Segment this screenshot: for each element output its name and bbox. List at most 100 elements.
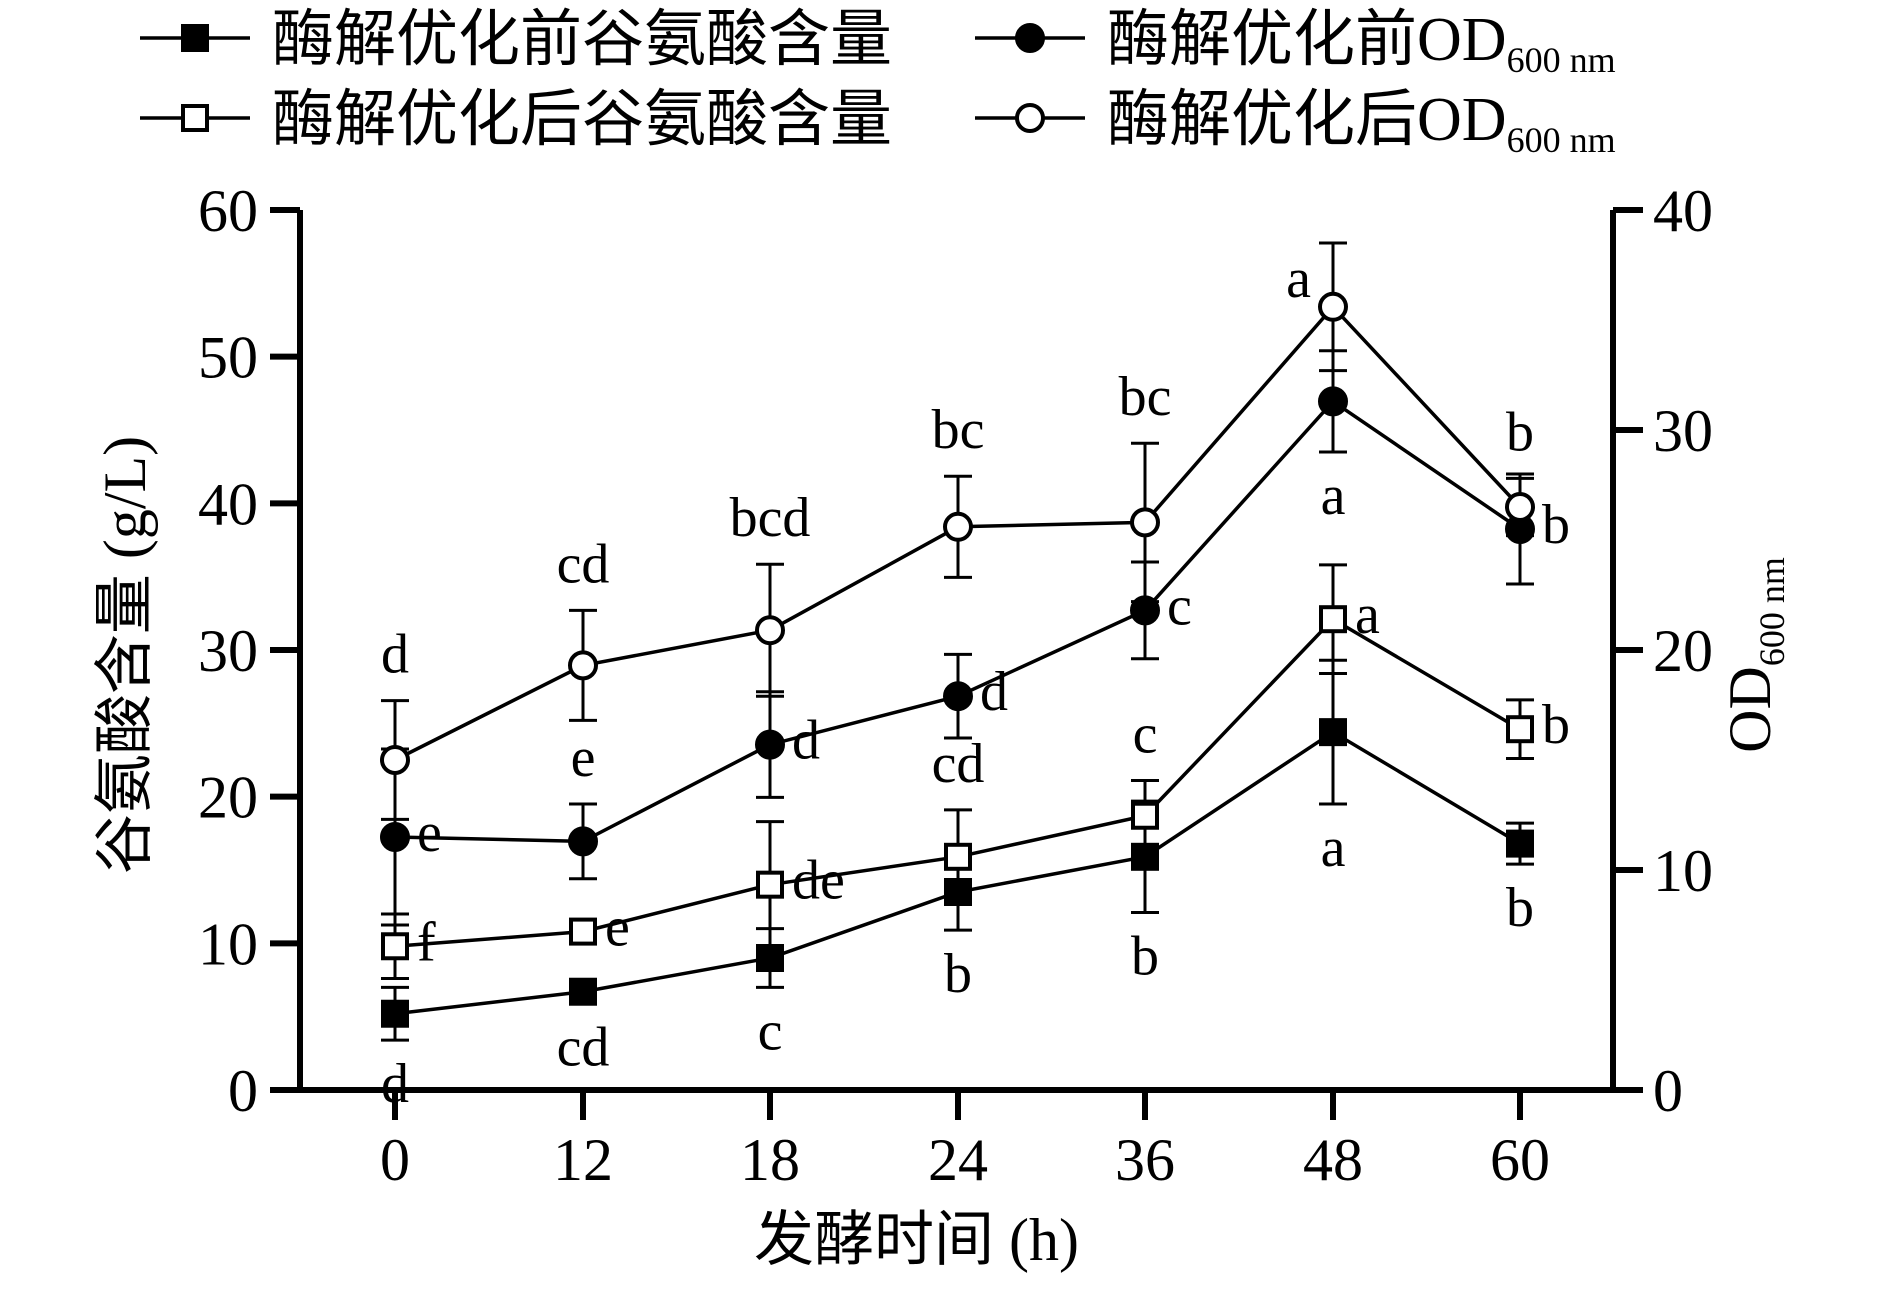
data-point [1319, 718, 1347, 747]
data-point [943, 511, 973, 542]
data-point [1015, 103, 1045, 133]
y-left-tick-label: 0 [228, 1058, 258, 1124]
significance-letter: c [1133, 704, 1158, 766]
significance-letter: b [1506, 877, 1534, 939]
significance-letter: e [571, 727, 596, 789]
significance-letter: e [417, 802, 442, 864]
significance-letter: d [381, 624, 409, 686]
legend-label: 酶解优化后谷氨酸含量 [272, 86, 892, 154]
data-point [181, 24, 209, 52]
y-left-tick-label: 20 [198, 765, 258, 831]
y-right-tick-label: 0 [1653, 1058, 1683, 1124]
x-tick-label: 18 [740, 1127, 800, 1193]
data-point [1318, 386, 1348, 417]
significance-letter: b [944, 943, 972, 1005]
significance-letter: b [1542, 494, 1570, 556]
data-point [1506, 829, 1534, 858]
legend-item: 酶解优化后谷氨酸含量 [140, 86, 892, 154]
x-tick-label: 48 [1303, 1127, 1363, 1193]
significance-letter: b [1131, 926, 1159, 988]
series-1 [381, 563, 1534, 981]
significance-letter: bc [1119, 366, 1172, 428]
x-axis-title: 发酵时间 (h) [754, 1207, 1079, 1273]
legend-label-main: 酶解优化后OD [1107, 86, 1507, 154]
legend-label-main: 酶解优化前OD [1107, 6, 1507, 74]
data-point [756, 870, 784, 899]
legend-item: 酶解优化后OD600 nm [975, 86, 1616, 160]
data-point [943, 681, 973, 712]
data-point [569, 917, 597, 946]
y-axis-right-title: OD600 nm [1717, 557, 1792, 753]
significance-letter: e [605, 897, 630, 959]
series-3 [380, 241, 1535, 821]
y-right-tick-label: 10 [1653, 838, 1713, 904]
data-point [944, 842, 972, 871]
legend-label: 酶解优化前OD600 nm [1107, 6, 1616, 80]
legend-label: 酶解优化后OD600 nm [1107, 86, 1616, 160]
significance-letter: a [1286, 248, 1311, 310]
data-point [569, 977, 597, 1006]
significance-letter: a [1321, 465, 1346, 527]
significance-letter: de [792, 850, 845, 912]
x-tick-label: 0 [380, 1127, 410, 1193]
series-layer [380, 241, 1535, 1042]
data-point [181, 104, 209, 132]
significance-letter: cd [932, 733, 985, 795]
significance-letter: d [792, 710, 820, 772]
significance-letter: d [381, 1053, 409, 1115]
data-point [1505, 492, 1535, 522]
legend-item: 酶解优化前OD600 nm [975, 6, 1616, 80]
data-point [568, 826, 598, 857]
data-point [755, 615, 785, 646]
legend-item: 酶解优化前谷氨酸含量 [140, 6, 892, 74]
data-point [381, 932, 409, 961]
x-tick-label: 36 [1115, 1127, 1175, 1193]
data-point [1506, 715, 1534, 744]
significance-letter: f [417, 911, 436, 973]
significance-letter: b [1542, 694, 1570, 756]
legend-label-sub: 600 nm [1507, 40, 1616, 80]
data-point [1318, 291, 1348, 322]
x-tick-label: 60 [1490, 1127, 1550, 1193]
significance-letter: b [1506, 401, 1534, 463]
legend-label-main: 酶解优化后谷氨酸含量 [272, 86, 892, 154]
data-point [381, 999, 409, 1028]
significance-letter: d [980, 661, 1008, 723]
data-point [1319, 605, 1347, 634]
data-point [568, 650, 598, 681]
data-point [380, 745, 410, 775]
significance-letter: c [1167, 575, 1192, 637]
data-point [1015, 23, 1045, 53]
y-right-tick-label: 40 [1653, 178, 1713, 244]
legend-label-sub: 600 nm [1507, 120, 1616, 160]
x-tick-label: 24 [928, 1127, 988, 1193]
y-axis-right-title-main: OD [1717, 666, 1783, 753]
significance-letter: bcd [730, 487, 811, 549]
y-axis-right-title-sub: 600 nm [1752, 557, 1792, 666]
significance-letter: cd [557, 1016, 610, 1078]
significance-letter: a [1355, 584, 1380, 646]
significance-letter: cd [557, 533, 610, 595]
data-point [1130, 507, 1160, 538]
data-point [755, 729, 785, 760]
legend-label: 酶解优化前谷氨酸含量 [272, 6, 892, 74]
y-axis-left-title: 谷氨酸含量 (g/L) [92, 436, 158, 874]
y-right-tick-label: 20 [1653, 618, 1713, 684]
y-left-tick-label: 60 [198, 178, 258, 244]
data-point [756, 944, 784, 972]
y-left-tick-label: 30 [198, 618, 258, 684]
data-point [380, 822, 410, 852]
y-left-tick-label: 10 [198, 911, 258, 977]
significance-letter: bc [932, 399, 985, 461]
legend-label-main: 酶解优化前谷氨酸含量 [272, 6, 892, 74]
significance-letter: c [758, 1000, 783, 1062]
y-right-tick-label: 30 [1653, 398, 1713, 464]
axes: 0 10 20 30 40 50 60 0 10 20 30 40 0 12 18 24 36 48 60 [198, 178, 1713, 1193]
y-left-tick-label: 40 [198, 471, 258, 537]
data-point [1131, 801, 1159, 830]
y-left-tick-label: 50 [198, 325, 258, 391]
